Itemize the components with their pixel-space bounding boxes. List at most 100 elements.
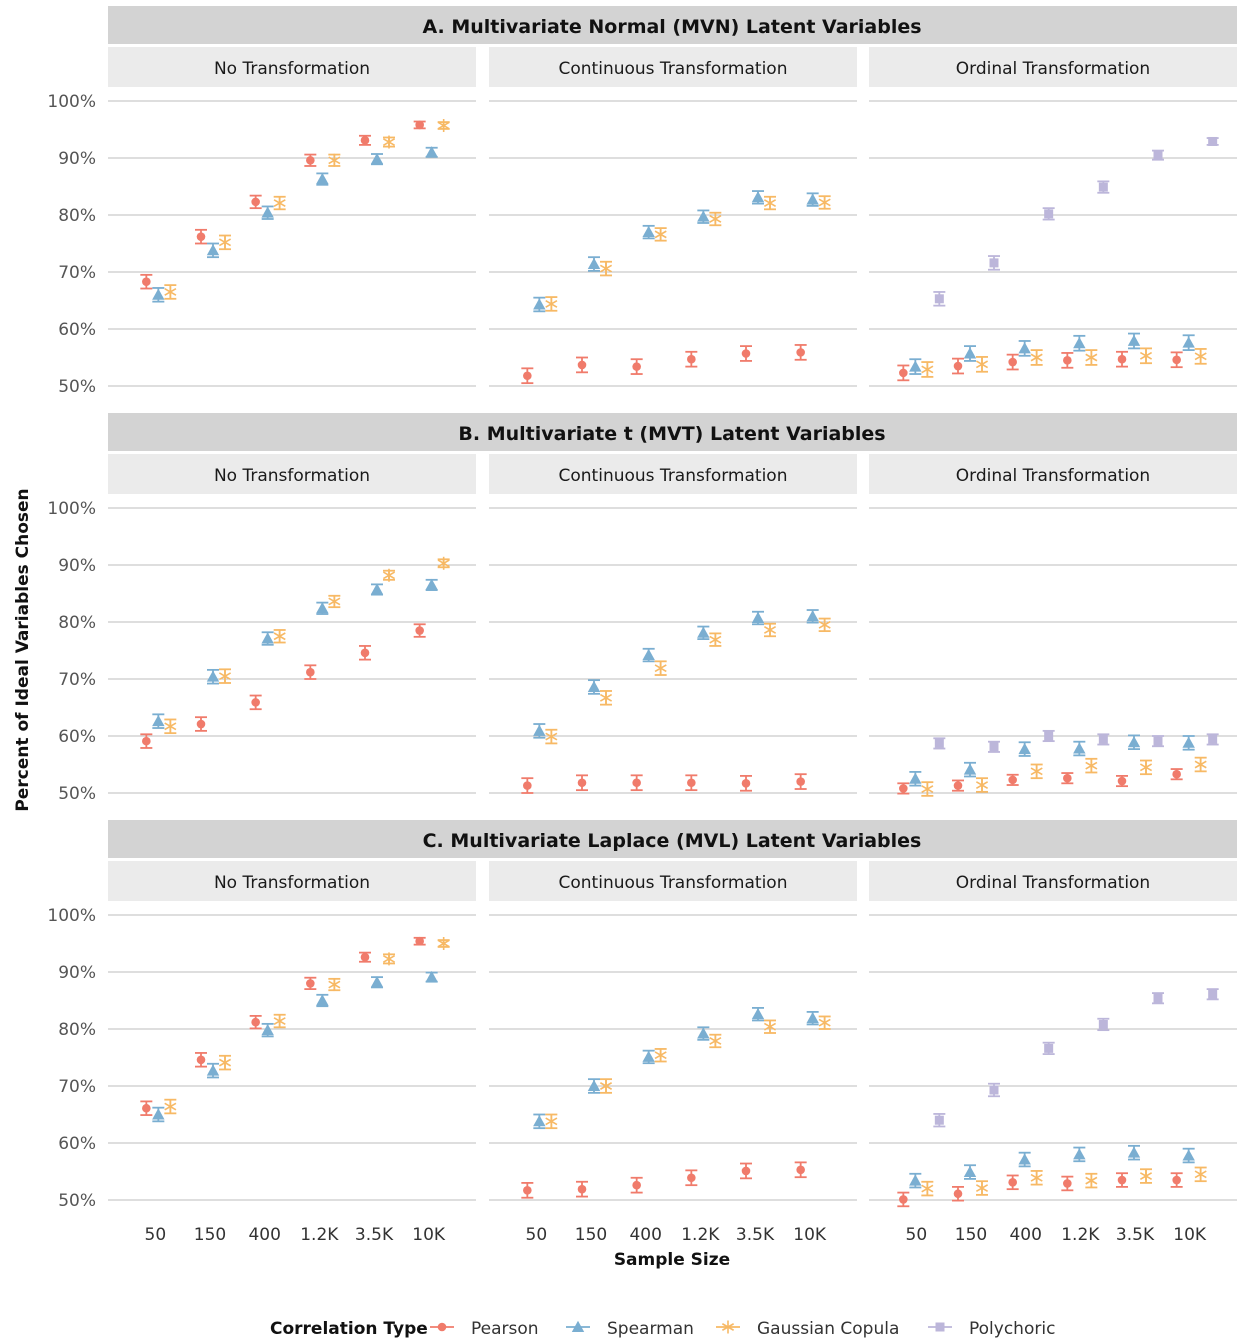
point-marker <box>196 719 206 729</box>
data-point <box>152 287 165 303</box>
triangle-marker <box>587 1079 601 1091</box>
circle-marker <box>899 368 908 378</box>
x-tick-label: 3.5K <box>355 1225 394 1245</box>
point-marker <box>818 618 831 632</box>
asterisk-stroke <box>599 693 613 702</box>
series-spearman <box>909 332 1195 375</box>
point-marker <box>328 594 341 608</box>
square-marker <box>1208 989 1218 999</box>
point-marker <box>1008 1178 1017 1187</box>
asterisk-stroke <box>1030 353 1043 362</box>
square-marker <box>1153 736 1163 746</box>
y-tick-label: 90% <box>58 556 96 576</box>
point-marker <box>687 354 696 364</box>
circle-marker <box>632 778 641 788</box>
data-point <box>818 617 831 633</box>
circle-marker <box>1063 773 1072 783</box>
circle-marker <box>523 371 532 381</box>
point-marker <box>1194 758 1207 771</box>
triangle-marker <box>642 648 655 661</box>
data-point <box>806 192 819 207</box>
point-marker <box>425 578 438 590</box>
x-tick-label: 10K <box>1173 1225 1207 1245</box>
point-marker <box>360 136 370 145</box>
y-tick-label: 70% <box>58 263 96 283</box>
point-marker <box>1063 773 1072 783</box>
data-point <box>261 631 274 646</box>
circle-marker <box>953 1189 963 1199</box>
data-point <box>1182 334 1195 351</box>
data-point <box>261 205 274 220</box>
data-point <box>359 134 371 146</box>
circle-marker <box>523 781 532 790</box>
point-marker <box>1194 349 1207 363</box>
point-marker <box>152 288 165 300</box>
point-marker <box>642 225 655 238</box>
data-point <box>587 679 601 695</box>
series-gaussian-copula <box>164 937 450 1115</box>
circle-marker <box>306 155 315 165</box>
data-point <box>425 146 438 158</box>
asterisk-stroke <box>164 722 177 731</box>
asterisk-stroke <box>1139 1172 1153 1181</box>
point-marker <box>382 568 396 582</box>
circle-marker <box>251 197 260 207</box>
point-marker <box>953 1189 963 1199</box>
x-tick-label: 3.5K <box>1116 1225 1155 1245</box>
data-point <box>140 733 153 749</box>
x-axis-title: Sample Size <box>614 1250 730 1270</box>
data-point <box>1206 136 1219 146</box>
point-marker <box>152 1108 165 1120</box>
triangle-marker <box>370 976 384 988</box>
point-marker <box>437 556 450 570</box>
point-marker <box>709 1034 722 1048</box>
point-marker <box>697 210 710 222</box>
data-point <box>933 737 946 750</box>
point-marker <box>1044 1043 1054 1053</box>
row-0: A. Multivariate Normal (MVN) Latent Vari… <box>47 6 1237 397</box>
panel-2-2: Ordinal Transformation 50 150 400 1.2K 3.5K 10… <box>869 861 1237 1245</box>
triangle-marker <box>642 225 655 238</box>
data-point <box>921 361 934 378</box>
data-point <box>988 1082 1000 1098</box>
data-point <box>587 1078 601 1094</box>
data-point <box>1073 334 1086 352</box>
point-marker <box>523 1186 532 1195</box>
asterisk-stroke <box>218 238 232 247</box>
data-point <box>806 609 819 624</box>
y-tick-label: 70% <box>58 1077 96 1097</box>
point-marker <box>763 1020 777 1034</box>
point-marker <box>975 357 989 371</box>
circle-marker <box>741 349 751 358</box>
asterisk-stroke <box>709 1037 722 1045</box>
y-tick-label: 90% <box>58 963 96 983</box>
asterisk-stroke <box>599 264 613 273</box>
y-tick-label: 50% <box>58 1191 96 1211</box>
point-marker <box>218 669 232 683</box>
point-marker <box>382 952 396 966</box>
series-spearman <box>152 970 438 1123</box>
asterisk-stroke <box>273 199 286 207</box>
y-tick-label: 80% <box>58 1020 96 1040</box>
data-point <box>599 260 613 277</box>
legend-marker <box>571 1320 585 1332</box>
point-marker <box>963 763 977 775</box>
panel-1-2: Ordinal Transformation <box>869 454 1237 797</box>
data-point <box>1206 733 1219 746</box>
series-gaussian-copula <box>921 1166 1207 1197</box>
data-point <box>952 779 964 792</box>
series-polychoric <box>933 729 1219 753</box>
circle-marker <box>1117 776 1127 786</box>
y-tick-label: 60% <box>58 727 96 747</box>
asterisk-stroke <box>721 1323 735 1331</box>
data-point <box>316 172 329 186</box>
asterisk-stroke <box>709 215 722 223</box>
legend-marker <box>935 1322 945 1332</box>
point-marker <box>1085 351 1098 364</box>
point-marker <box>899 784 908 793</box>
series-gaussian-copula <box>545 617 831 745</box>
data-point <box>654 660 667 676</box>
data-point <box>359 951 371 963</box>
circle-marker <box>953 361 963 371</box>
asterisk-stroke <box>654 1051 667 1060</box>
